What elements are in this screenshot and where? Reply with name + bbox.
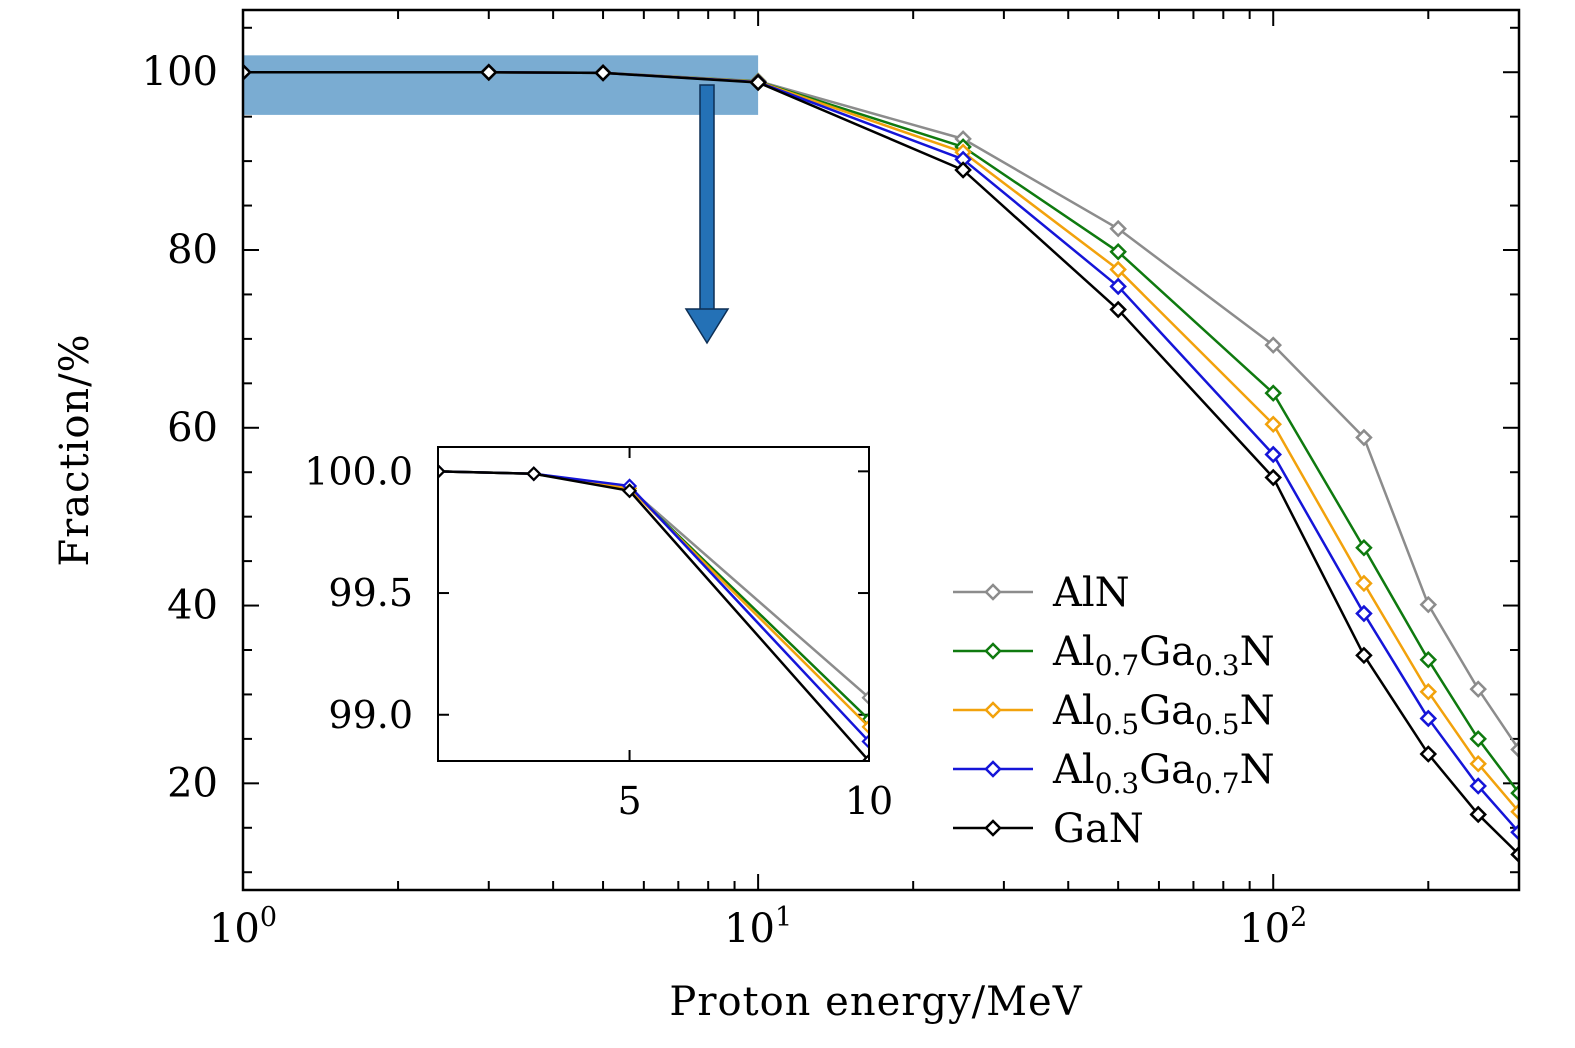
x-tick-label: 102: [1239, 902, 1307, 952]
data-point-gan: [1469, 805, 1487, 824]
series-line-al03: [243, 70, 1519, 834]
data-point-al07: [1264, 384, 1282, 402]
data-point-al05: [1469, 755, 1487, 773]
data-point-gan: [1419, 745, 1438, 763]
data-point-aln: [1264, 336, 1282, 354]
data-point-gan: [1510, 845, 1519, 864]
y-tick-label: 20: [167, 760, 218, 806]
legend-marker-al03: [984, 760, 1002, 778]
data-point-gan: [954, 161, 972, 179]
series-line-aln: [243, 70, 1519, 751]
legend-marker-aln: [984, 583, 1002, 601]
inset-data-point-gan: [526, 466, 542, 482]
series-aln: [243, 63, 1519, 759]
data-point-al05: [1264, 415, 1282, 433]
zoom-highlight-band: [243, 55, 759, 115]
legend-label-al03: Al0.3Ga0.7N: [1052, 747, 1275, 800]
data-point-gan: [1264, 468, 1282, 487]
series-line-gan: [243, 70, 1519, 856]
series-line-al05: [243, 70, 1519, 813]
data-point-aln: [1510, 740, 1519, 759]
y-tick-label: 60: [167, 405, 218, 451]
y-tick-label: 100: [142, 49, 218, 95]
data-point-aln: [1109, 219, 1127, 238]
inset-series-line-gan: [438, 470, 869, 761]
series-al03: [243, 63, 1519, 841]
y-axis-title: Fraction/%: [52, 333, 98, 566]
inset-plot: 99.0 99.5 100.0 5 10: [304, 446, 893, 823]
data-point-al05: [1510, 803, 1519, 821]
data-point-gan: [594, 64, 612, 82]
data-point-gan: [243, 63, 252, 81]
inset-data-point-gan: [621, 483, 638, 499]
inset-y-tick-label: 100.0: [304, 449, 413, 493]
legend-item-al05: Al0.5Ga0.5N: [953, 688, 1275, 741]
data-point-aln: [1419, 595, 1438, 614]
data-point-gan: [1109, 300, 1127, 319]
data-point-al05: [1109, 260, 1127, 279]
legend-marker-al07: [984, 642, 1002, 660]
data-point-al03: [1510, 823, 1519, 841]
legend-label-al07: Al0.7Ga0.3N: [1052, 629, 1275, 682]
data-point-al07: [1355, 539, 1373, 557]
series-gan: [243, 63, 1519, 864]
data-point-al03: [1355, 604, 1373, 623]
main-plot-frame: [241, 8, 1521, 892]
data-point-gan: [1355, 646, 1373, 665]
data-point-al03: [1264, 445, 1282, 464]
inset-data-point-gan: [438, 463, 446, 479]
inset-data-point-al05: [861, 719, 869, 735]
data-point-al07: [1469, 730, 1487, 748]
inset-frame: [437, 446, 870, 762]
inset-x-tick-label: 10: [845, 779, 893, 823]
inset-data-point-gan: [861, 753, 869, 761]
main-plot: 100 101 102 20 40 60 80 100 Proton energy/MeV F…: [52, 8, 1521, 1025]
data-point-aln: [1355, 428, 1373, 447]
data-point-al07: [1419, 651, 1438, 669]
inset-y-tick-label: 99.0: [328, 693, 413, 737]
data-point-al03: [1109, 277, 1127, 296]
series-al07: [243, 63, 1519, 802]
legend-item-gan: GaN: [953, 806, 1144, 852]
x-tick-label: 100: [209, 902, 277, 952]
legend-marker-gan: [984, 819, 1002, 837]
legend-label-aln: AlN: [1052, 570, 1130, 616]
data-point-al07: [1510, 784, 1519, 802]
inset-y-tick-label: 99.5: [328, 571, 413, 615]
data-point-aln: [1469, 680, 1487, 698]
inset-data-point-al03: [861, 733, 869, 750]
data-point-al05: [1419, 683, 1438, 701]
legend-item-al07: Al0.7Ga0.3N: [953, 629, 1275, 682]
data-point-al03: [1419, 709, 1438, 728]
inset-series-gan: [438, 463, 869, 761]
x-tick-label: 101: [724, 902, 792, 952]
inset-data-point-aln: [861, 690, 869, 706]
data-point-gan: [749, 73, 767, 92]
inset-x-tick-label: 5: [617, 779, 641, 823]
legend-label-gan: GaN: [1053, 806, 1144, 852]
data-point-gan: [480, 63, 498, 82]
legend-item-al03: Al0.3Ga0.7N: [953, 747, 1275, 800]
zoom-arrow: [684, 84, 730, 345]
data-point-al03: [1469, 777, 1487, 795]
series-al05: [243, 63, 1519, 821]
y-tick-label: 80: [167, 227, 218, 273]
legend-label-al05: Al0.5Ga0.5N: [1052, 688, 1275, 741]
inset-background: [438, 447, 869, 761]
legend-marker-al05: [984, 701, 1002, 719]
y-tick-label: 40: [167, 583, 218, 629]
x-axis-title: Proton energy/MeV: [669, 979, 1082, 1025]
legend: AlN Al0.7Ga0.3N Al0.5Ga0.5N Al0.3Ga0.7N GaN: [953, 570, 1275, 852]
data-point-al07: [1109, 243, 1127, 261]
data-point-al05: [1355, 574, 1373, 593]
series-line-al07: [243, 70, 1519, 794]
legend-item-aln: AlN: [953, 570, 1130, 616]
